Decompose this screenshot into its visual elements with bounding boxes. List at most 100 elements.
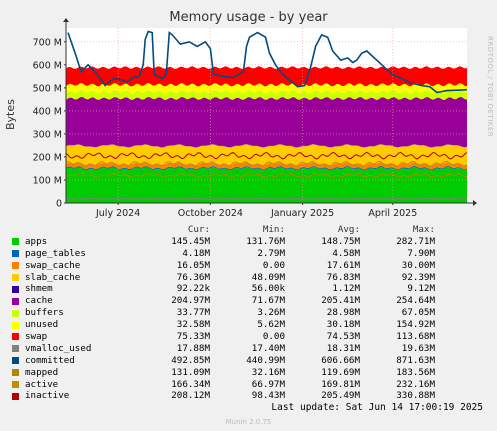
y-tick-label: 200 M <box>33 152 62 163</box>
legend-avg: 74.53M <box>326 331 360 343</box>
legend-min: 2.79M <box>257 247 285 259</box>
legend-min: 0.00 <box>262 259 285 271</box>
legend-swatch <box>12 238 19 246</box>
legend-cur: 204.97M <box>171 295 210 307</box>
legend-header-spacer <box>12 226 19 233</box>
legend-avg: 169.81M <box>321 378 360 390</box>
legend-row-mapped: mapped 131.09M 32.16M 119.69M 183.56M <box>12 367 492 379</box>
legend-avg: 205.41M <box>321 295 360 307</box>
legend-row-active: active 166.34M 66.97M 169.81M 232.16M <box>12 379 492 391</box>
legend-max: 92.39M <box>401 271 435 283</box>
legend-cur: 131.09M <box>171 366 210 378</box>
legend-min: 56.00k <box>251 283 285 295</box>
legend-row-slab_cache: slab_cache 76.36M 48.09M 76.83M 92.39M <box>12 272 492 284</box>
legend-name: vmalloc_used <box>25 342 92 354</box>
legend-header: Cur: Min: Avg: Max: <box>12 224 492 236</box>
legend-cur: 92.22k <box>176 283 210 295</box>
last-update: Last update: Sat Jun 14 17:00:19 2025 <box>271 402 483 413</box>
legend-max: 67.05M <box>401 307 435 319</box>
line-committed <box>67 30 468 94</box>
line-active <box>65 160 468 168</box>
legend-row-buffers: buffers 33.77M 3.26M 28.98M 67.05M <box>12 307 492 319</box>
memory-chart: 0 100 M 200 M 300 M 400 M 500 M 600 M 700 M July… <box>33 18 477 219</box>
area-swap_cache <box>66 162 467 170</box>
y-tick-label: 300 M <box>33 129 62 140</box>
x-tick-label: January 2025 <box>270 208 334 219</box>
legend-max: 113.68M <box>396 331 435 343</box>
legend-max: 871.63M <box>396 354 435 366</box>
legend-max: 7.90M <box>407 247 435 259</box>
legend-row-shmem: shmem 92.22k 56.00k 1.12M 9.12M <box>12 283 492 295</box>
legend-row-swap_cache: swap_cache 16.05M 0.00 17.61M 30.00M <box>12 260 492 272</box>
legend-header-avg: Avg: <box>337 224 360 235</box>
x-tick-label: April 2025 <box>368 208 417 219</box>
area-page_tables <box>66 166 467 171</box>
legend-max: 330.88M <box>396 390 435 402</box>
legend-min: 131.76M <box>246 235 285 247</box>
legend-min: 3.26M <box>257 307 285 319</box>
legend-max: 282.71M <box>396 235 435 247</box>
legend-avg: 18.31M <box>326 342 360 354</box>
munin-version: Munin 2.0.75 <box>225 418 272 426</box>
legend-name: mapped <box>25 366 59 378</box>
legend-cur: 492.85M <box>171 354 210 366</box>
legend-name: committed <box>25 354 75 366</box>
legend-swatch <box>12 274 19 281</box>
area-slab_cache <box>66 144 467 166</box>
legend-swatch <box>12 250 19 258</box>
area-apps <box>66 167 467 203</box>
legend-min: 5.62M <box>257 319 285 331</box>
legend-avg: 205.49M <box>321 390 360 402</box>
legend-min: 32.16M <box>251 366 285 378</box>
legend-max: 19.63M <box>401 342 435 354</box>
legend-row-vmalloc_used: vmalloc_used 17.88M 17.40M 18.31M 19.63M <box>12 343 492 355</box>
legend-header-max: Max: <box>412 224 435 235</box>
legend-avg: 148.75M <box>321 235 360 247</box>
legend-max: 254.64M <box>396 295 435 307</box>
legend-swatch <box>12 369 19 377</box>
legend-swatch <box>12 381 19 389</box>
axes: 0 100 M 200 M 300 M 400 M 500 M 600 M 700 M July… <box>33 18 477 219</box>
legend-name: swap_cache <box>25 259 81 271</box>
legend-cur: 17.88M <box>176 342 210 354</box>
legend-name: swap <box>25 331 48 343</box>
stacked-areas <box>66 66 467 203</box>
legend: Cur: Min: Avg: Max: apps 145.45M 131.76M 14… <box>12 224 492 402</box>
chart-title: Memory usage - by year <box>169 10 328 25</box>
legend-swatch <box>12 357 19 365</box>
legend-row-inactive: inactive 208.12M 98.43M 205.49M 330.88M <box>12 390 492 402</box>
legend-cur: 75.33M <box>176 331 210 343</box>
legend-row-cache: cache 204.97M 71.67M 205.41M 254.64M <box>12 295 492 307</box>
legend-rows: apps 145.45M 131.76M 148.75M 282.71M page_tab… <box>12 236 492 402</box>
y-tick-label: 700 M <box>33 37 62 48</box>
legend-cur: 33.77M <box>176 307 210 319</box>
legend-name: apps <box>25 235 48 247</box>
legend-min: 48.09M <box>251 271 285 283</box>
legend-row-unused: unused 32.58M 5.62M 30.18M 154.92M <box>12 319 492 331</box>
legend-max: 30.00M <box>401 259 435 271</box>
legend-max: 154.92M <box>396 319 435 331</box>
legend-cur: 76.36M <box>176 271 210 283</box>
legend-avg: 28.98M <box>326 307 360 319</box>
legend-min: 71.67M <box>251 295 285 307</box>
legend-max: 232.16M <box>396 378 435 390</box>
line-mapped <box>65 172 468 178</box>
legend-avg: 606.66M <box>321 354 360 366</box>
legend-avg: 17.61M <box>326 259 360 271</box>
legend-avg: 4.58M <box>332 247 360 259</box>
legend-row-swap: swap 75.33M 0.00 74.53M 113.68M <box>12 331 492 343</box>
legend-cur: 16.05M <box>176 259 210 271</box>
area-unused <box>66 83 467 94</box>
legend-avg: 76.83M <box>326 271 360 283</box>
legend-row-committed: committed 492.85M 440.99M 606.66M 871.63M <box>12 355 492 367</box>
legend-cur: 166.34M <box>171 378 210 390</box>
y-tick-label: 400 M <box>33 106 62 117</box>
legend-name: active <box>25 378 59 390</box>
legend-swatch <box>12 345 19 353</box>
area-swap <box>66 66 467 87</box>
x-tick-label: July 2024 <box>95 208 140 219</box>
legend-name: page_tables <box>25 247 86 259</box>
y-tick-label: 500 M <box>33 83 62 94</box>
legend-swatch <box>12 321 19 329</box>
legend-swatch <box>12 297 19 305</box>
